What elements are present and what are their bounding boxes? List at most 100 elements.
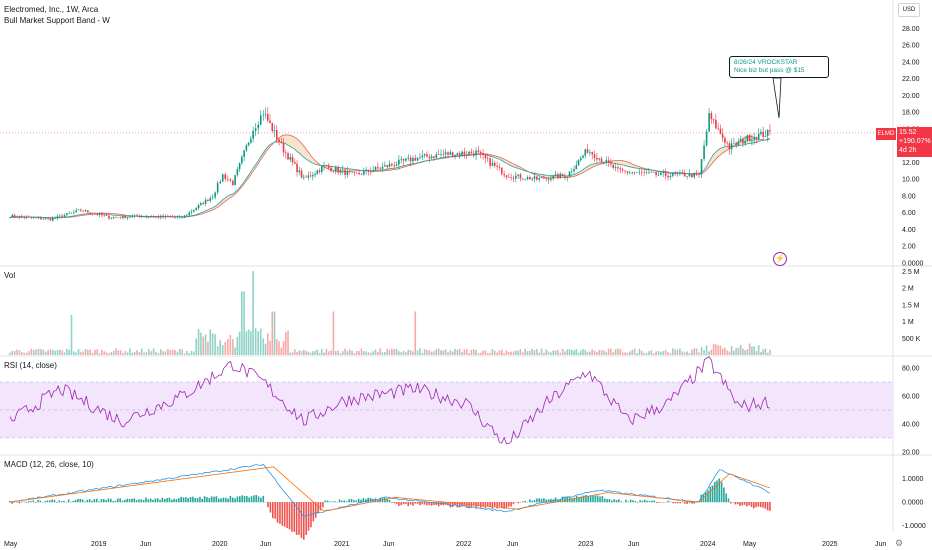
candle-body <box>667 175 669 178</box>
volume-bar <box>582 349 584 355</box>
candle-body <box>409 157 412 162</box>
candle-body <box>377 167 379 169</box>
candle-body <box>769 129 771 132</box>
candle-body <box>186 215 188 216</box>
candle-body <box>266 114 269 121</box>
volume-bar <box>112 351 115 355</box>
volume-bar <box>629 351 631 355</box>
macd-histogram-bar <box>260 497 262 503</box>
symbol-title[interactable]: Electromed, Inc., 1W, Arca <box>4 5 99 14</box>
candle-body <box>412 157 414 162</box>
candle-body <box>18 216 21 218</box>
volume-bar <box>9 352 11 355</box>
volume-bar <box>280 347 283 355</box>
macd-pane-title[interactable]: MACD (12, 26, close, 10) <box>4 460 94 469</box>
candle-body <box>395 164 398 166</box>
candle-body <box>536 176 538 180</box>
macd-histogram-bar <box>241 495 243 503</box>
macd-histogram-bar <box>30 501 32 503</box>
candle-body <box>363 171 365 175</box>
candle-body <box>500 167 503 175</box>
indicator-title[interactable]: Bull Market Support Band - W <box>4 16 110 25</box>
idea-note[interactable]: 8/26/24 VROCKSTAR Nice biz but pass @ $1… <box>729 56 829 78</box>
candle-body <box>479 152 482 154</box>
macd-histogram-bar <box>255 495 258 503</box>
macd-histogram-bar <box>629 499 632 503</box>
last-price: 15.52 <box>899 129 917 136</box>
volume-bar <box>219 340 221 355</box>
volume-bar <box>316 349 319 355</box>
volume-bar <box>421 352 424 355</box>
macd-histogram-bar <box>517 502 519 504</box>
macd-histogram-bar <box>140 499 143 503</box>
candle-body <box>589 152 591 153</box>
candle-body <box>271 123 274 132</box>
candle-body <box>430 156 433 159</box>
volume-bar <box>739 344 742 355</box>
volume-bar <box>377 351 379 355</box>
macd-histogram-bar <box>131 498 133 503</box>
volume-bar <box>568 349 571 355</box>
candle-body <box>505 175 508 178</box>
gear-icon[interactable]: ⚙ <box>895 538 904 548</box>
volume-bar <box>176 351 179 355</box>
volume-bar <box>37 348 40 355</box>
candle-body <box>91 213 94 215</box>
candle-body <box>614 167 617 168</box>
candle-body <box>545 178 548 179</box>
volume-bar <box>529 350 531 355</box>
volume-bar <box>30 348 33 355</box>
candle-body <box>25 216 28 218</box>
volume-bar <box>760 351 762 355</box>
macd-histogram-bar <box>250 496 253 503</box>
macd-histogram-bar <box>70 501 72 503</box>
candle-body <box>346 171 349 175</box>
macd-histogram-bar <box>159 499 161 503</box>
candle-body <box>318 170 321 172</box>
macd-histogram-bar <box>603 498 606 503</box>
volume-bar <box>496 352 498 355</box>
volume-bar <box>140 348 143 355</box>
candle-body <box>291 157 294 163</box>
volume-bar <box>131 352 134 355</box>
price-tick-label: 20.00 <box>902 93 920 100</box>
volume-bar <box>183 353 186 355</box>
volume-bar <box>703 349 705 355</box>
macd-histogram-bar <box>580 496 583 503</box>
volume-pane-title[interactable]: Vol <box>4 271 16 280</box>
volume-bar <box>169 350 172 355</box>
rsi-line <box>9 356 771 445</box>
volume-bar <box>296 351 298 355</box>
macd-histogram-bar <box>634 501 637 503</box>
macd-histogram-bar <box>276 502 279 523</box>
candle-body <box>662 172 665 174</box>
volume-bar <box>475 349 477 355</box>
macd-histogram-bar <box>279 502 281 524</box>
macd-histogram-bar <box>217 498 220 503</box>
rsi-pane-title[interactable]: RSI (14, close) <box>4 361 57 370</box>
volume-bar <box>314 350 316 355</box>
volume-bar <box>724 347 726 355</box>
candle-body <box>657 175 660 176</box>
candle-body <box>181 216 183 219</box>
macd-histogram-bar <box>407 502 410 507</box>
volume-bar <box>136 350 138 355</box>
volume-bar <box>379 348 381 355</box>
candle-body <box>70 212 73 214</box>
candle-body <box>348 171 351 172</box>
currency-label[interactable]: USD <box>898 3 920 17</box>
volume-bar <box>664 349 667 355</box>
candle-body <box>117 217 120 219</box>
candle-body <box>579 157 582 161</box>
candle-body <box>211 197 214 199</box>
candle-body <box>510 177 512 178</box>
macd-histogram-bar <box>477 502 480 507</box>
candle-body <box>748 135 751 142</box>
lightning-icon[interactable]: ⚡ <box>773 252 787 266</box>
volume-bar <box>463 349 466 355</box>
macd-histogram-bar <box>312 502 315 522</box>
volume-bar <box>626 352 629 355</box>
volume-bar <box>275 339 278 355</box>
candle-body <box>252 130 254 139</box>
macd-line <box>9 463 771 517</box>
